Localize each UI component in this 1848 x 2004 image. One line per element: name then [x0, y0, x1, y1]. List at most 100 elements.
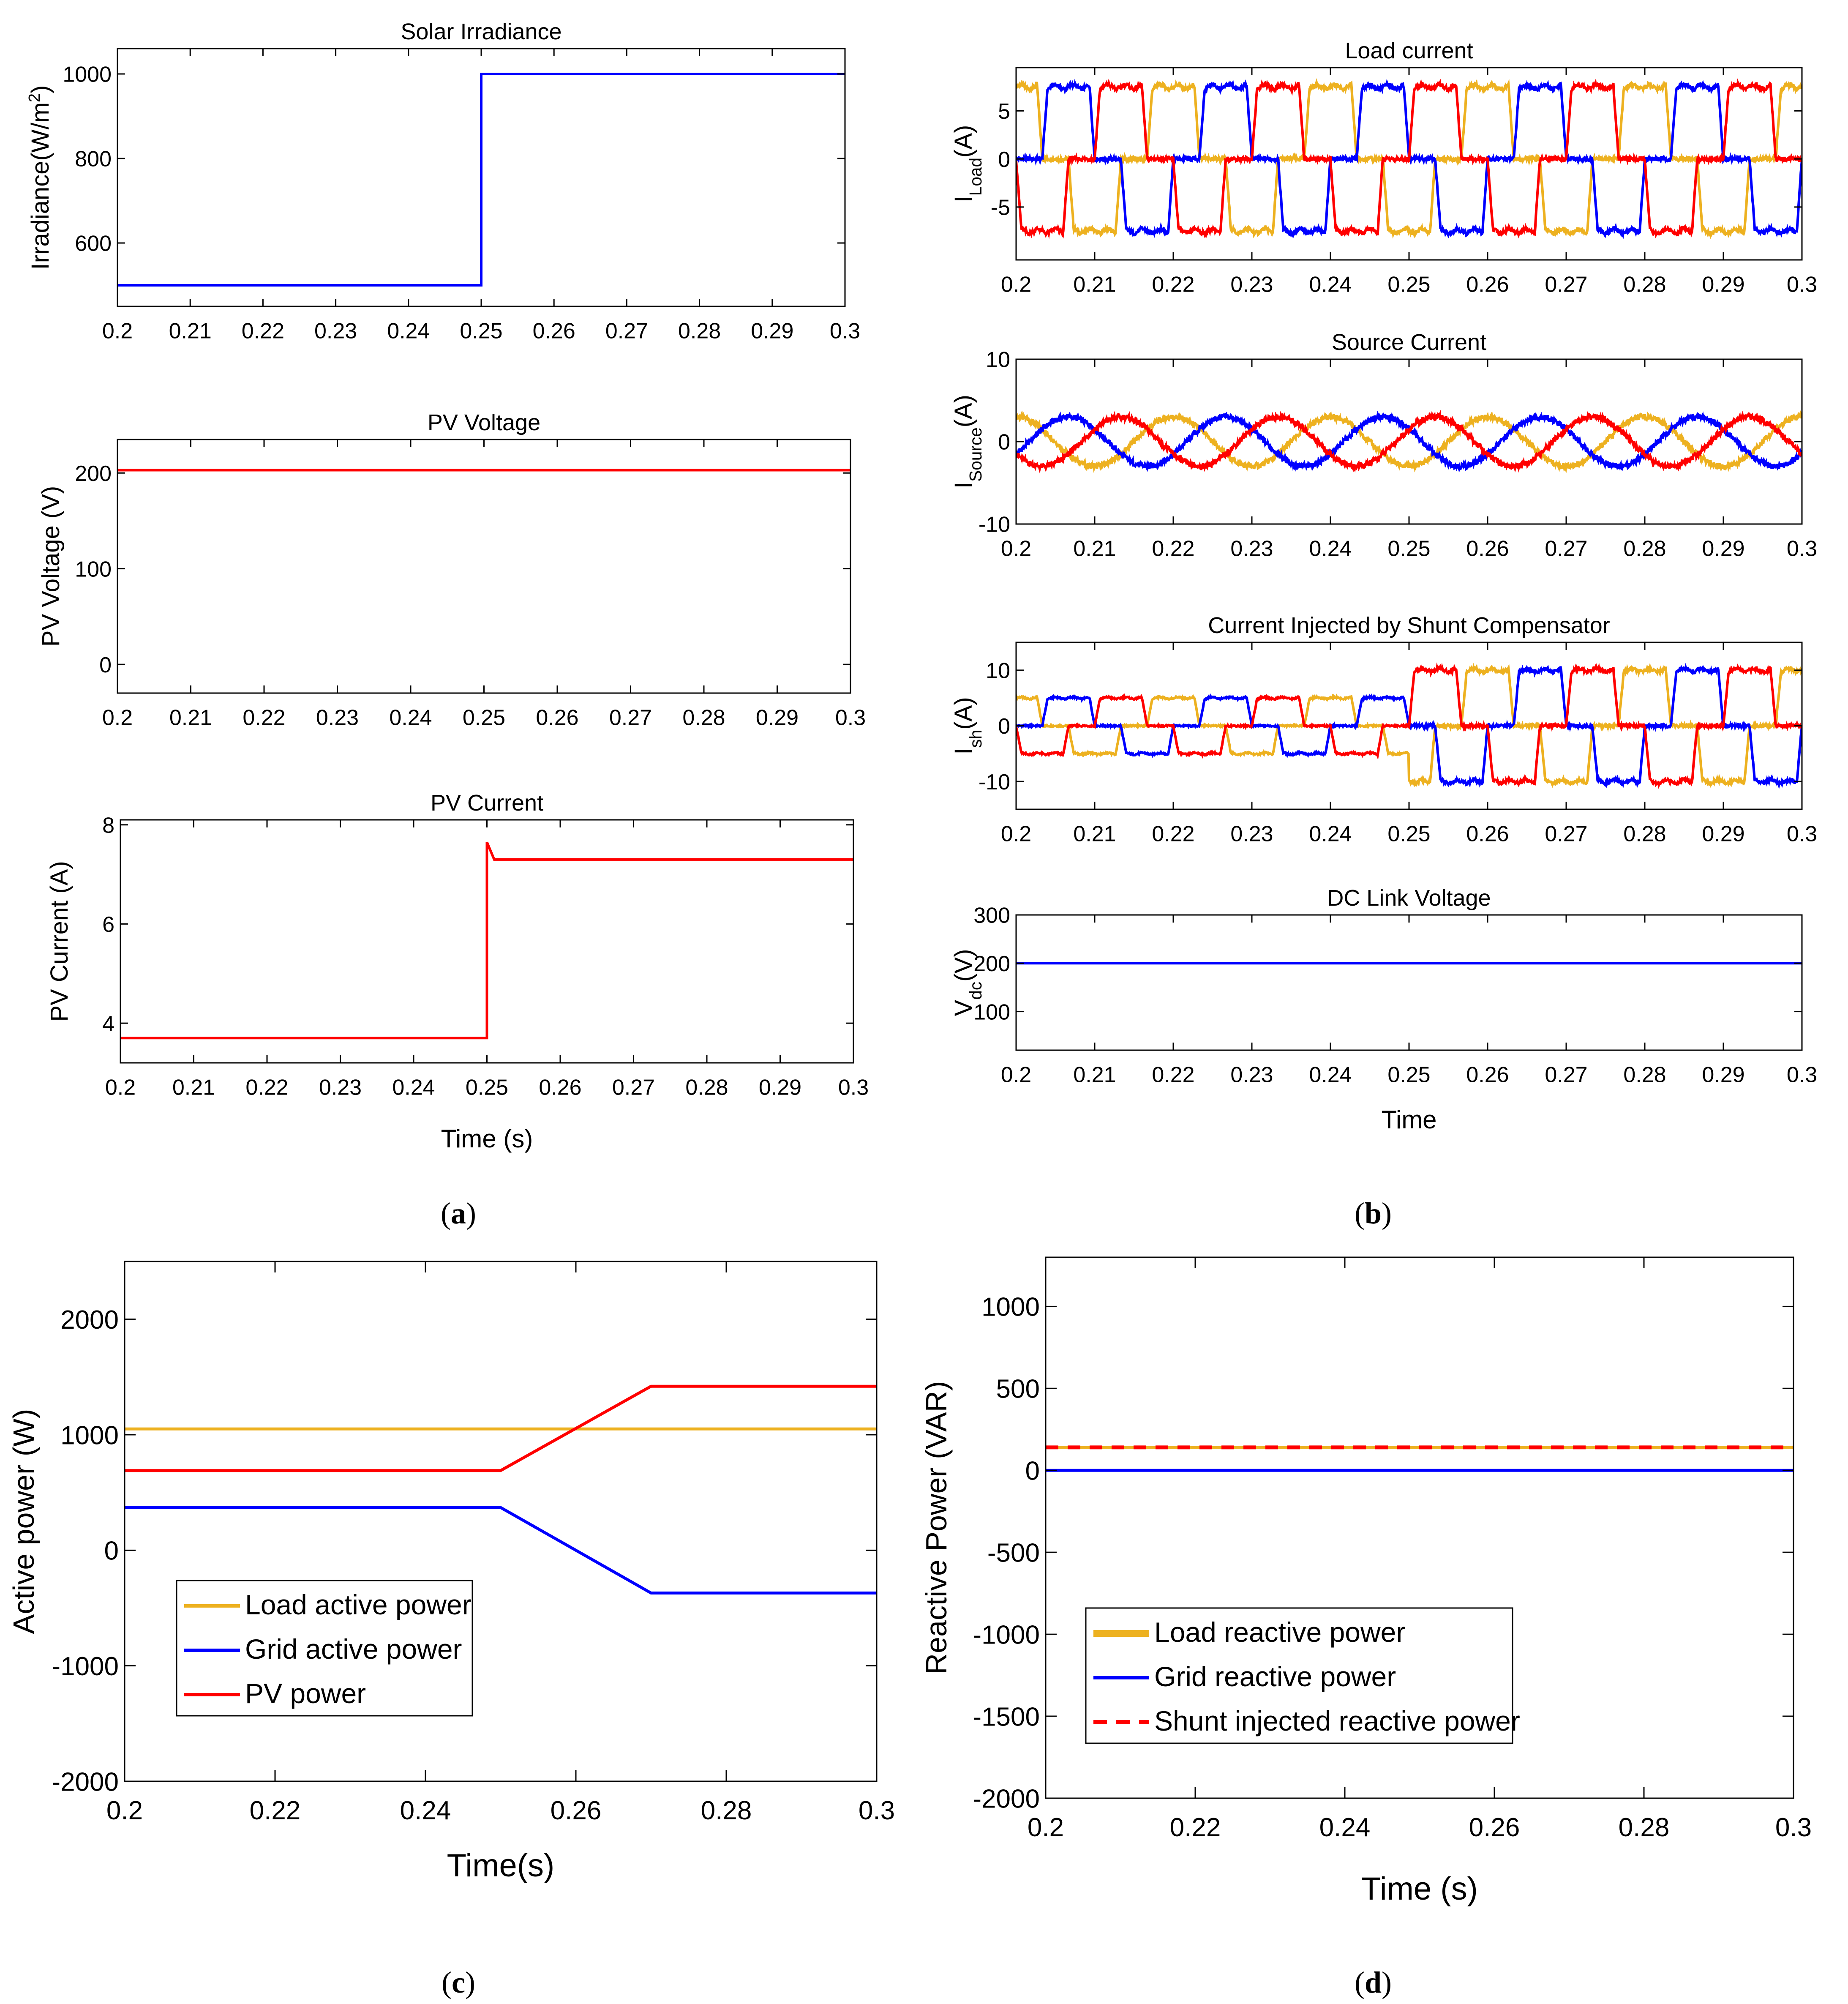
y-tick-label: 200 [75, 461, 112, 486]
x-tick-label: 0.23 [1230, 1062, 1273, 1087]
chart-title: Load current [1345, 38, 1473, 63]
chart-preact: 0.2 0.22 0.24 0.26 0.28 0.3 -2000 -1500 -1000 -50… [920, 1256, 1812, 1907]
legend-label-0: Load reactive power [1154, 1616, 1405, 1648]
panel-label-c-letter: c [452, 1966, 465, 1999]
y-tick-label: 5 [998, 99, 1010, 124]
x-tick-label: 0.21 [1073, 536, 1116, 561]
x-tick-label: 0.22 [1152, 822, 1194, 846]
series-line-1 [125, 1506, 877, 1594]
y-axis-label-unit: ) [27, 85, 54, 93]
x-tick-label: 0.26 [1466, 1062, 1509, 1087]
x-tick-label: 0.3 [1787, 822, 1817, 846]
x-tick-label: 0.26 [1466, 272, 1509, 297]
x-tick-label: 0.21 [172, 1075, 215, 1100]
y-axis-label: Ish(A) [950, 697, 985, 754]
x-tick-label: 0.22 [245, 1075, 288, 1100]
x-tick-label: 0.3 [830, 319, 860, 343]
legend: Load reactive power Grid reactive power Sh… [1085, 1607, 1520, 1744]
x-tick-label: 0.22 [242, 319, 284, 343]
x-tick-label: 0.24 [392, 1075, 435, 1100]
x-tick-label: 0.21 [1073, 1062, 1116, 1087]
y-tick-label: 4 [102, 1012, 114, 1036]
x-tick-label: 0.24 [400, 1796, 451, 1825]
x-tick-label: 0.25 [1387, 272, 1430, 297]
charts-layer: 0.2 0.21 0.22 0.23 0.24 0.25 0.26 0.27 0.28 0.29 0… [7, 19, 1817, 1907]
x-tick-label: 0.23 [1230, 536, 1273, 561]
y-tick-label: 800 [75, 147, 112, 172]
y-axis-label-sub: dc [966, 982, 985, 1000]
x-tick-label: 0.28 [1619, 1813, 1670, 1842]
x-tick-label: 0.2 [106, 1796, 143, 1825]
chart-ish: 0.2 0.21 0.22 0.23 0.24 0.25 0.26 0.27 0.28 0.29 0… [950, 613, 1817, 846]
x-tick-label: 0.25 [466, 1075, 508, 1100]
x-tick-label: 0.24 [1309, 1062, 1352, 1087]
y-axis-label-unit: (A) [950, 125, 977, 158]
x-tick-label: 0.22 [243, 705, 285, 730]
x-tick-label: 0.3 [1787, 1062, 1817, 1087]
x-tick-label: 0.28 [1623, 1062, 1666, 1087]
x-tick-label: 0.22 [1152, 1062, 1194, 1087]
x-tick-label: 0.22 [250, 1796, 301, 1825]
x-tick-label: 0.2 [102, 319, 133, 343]
y-axis-label-main: I [950, 196, 977, 202]
chart-irr: 0.2 0.21 0.22 0.23 0.24 0.25 0.26 0.27 0.28 0.29 0… [25, 19, 860, 343]
x-tick-label: 0.23 [316, 705, 359, 730]
series-line-0 [120, 841, 853, 1040]
y-tick-label: 0 [104, 1537, 119, 1566]
x-tick-label: 0.22 [1170, 1813, 1221, 1842]
y-tick-label: 1000 [63, 63, 112, 87]
x-tick-label: 0.2 [102, 705, 133, 730]
x-tick-label: 0.26 [539, 1075, 581, 1100]
x-tick-label: 0.28 [701, 1796, 752, 1825]
x-tick-label: 0.2 [1001, 272, 1031, 297]
chart-title: Source Current [1332, 330, 1486, 355]
y-axis-label-main: Active power (W) [7, 1409, 40, 1634]
x-tick-label: 0.23 [319, 1075, 362, 1100]
y-axis-label-unit: (A) [950, 395, 977, 427]
x-tick-label: 0.2 [105, 1075, 136, 1100]
y-tick-label: 0 [1025, 1457, 1040, 1486]
y-axis-label: Irradiance(W/m2) [25, 85, 54, 270]
x-axis-label: Time(s) [447, 1848, 555, 1884]
x-tick-label: 0.29 [1702, 272, 1744, 297]
legend-label-1: Grid active power [245, 1633, 462, 1665]
x-tick-label: 0.21 [1073, 822, 1116, 846]
y-axis-label-main: Reactive Power (VAR) [920, 1381, 953, 1674]
x-tick-label: 0.27 [1545, 1062, 1587, 1087]
x-tick-label: 0.21 [169, 705, 212, 730]
y-tick-label: 0 [998, 430, 1010, 455]
x-tick-label: 0.27 [1545, 272, 1587, 297]
plot-area [125, 1384, 877, 1594]
x-tick-label: 0.25 [463, 705, 505, 730]
x-tick-label: 0.3 [859, 1796, 895, 1825]
y-tick-label: 100 [973, 1000, 1010, 1024]
wave-line-1 [1016, 410, 1802, 472]
plot-area [1046, 1445, 1793, 1472]
chart-title: Solar Irradiance [401, 19, 561, 44]
y-tick-label: 0 [99, 653, 112, 677]
plot-area [120, 841, 853, 1040]
panel-label-d-letter: d [1365, 1966, 1382, 1999]
x-tick-label: 0.2 [1001, 536, 1031, 561]
panel-label-a-letter: a [451, 1196, 466, 1230]
y-tick-label: 0 [998, 714, 1010, 739]
chart-title: PV Voltage [428, 410, 540, 435]
y-axis-label-main: I [950, 748, 977, 755]
legend-label-0: Load active power [245, 1589, 472, 1620]
x-tick-label: 0.24 [389, 705, 432, 730]
plot-area [1016, 78, 1802, 239]
chart-title: Current Injected by Shunt Compensator [1208, 613, 1610, 638]
y-tick-label: -2000 [52, 1767, 119, 1797]
x-tick-label: 0.22 [1152, 536, 1194, 561]
x-tick-label: 0.24 [1319, 1813, 1371, 1842]
x-tick-label: 0.28 [685, 1075, 728, 1100]
y-tick-label: 0 [998, 147, 1010, 172]
x-tick-label: 0.24 [387, 319, 430, 343]
y-tick-label: -1500 [973, 1702, 1040, 1731]
chart-title: PV Current [431, 790, 543, 816]
y-axis-label-unit: (A) [950, 697, 977, 729]
y-axis-label-sup: 2 [25, 93, 43, 102]
x-tick-label: 0.28 [1623, 272, 1666, 297]
y-axis-label: ISource(A) [950, 395, 985, 489]
x-tick-label: 0.25 [460, 319, 502, 343]
